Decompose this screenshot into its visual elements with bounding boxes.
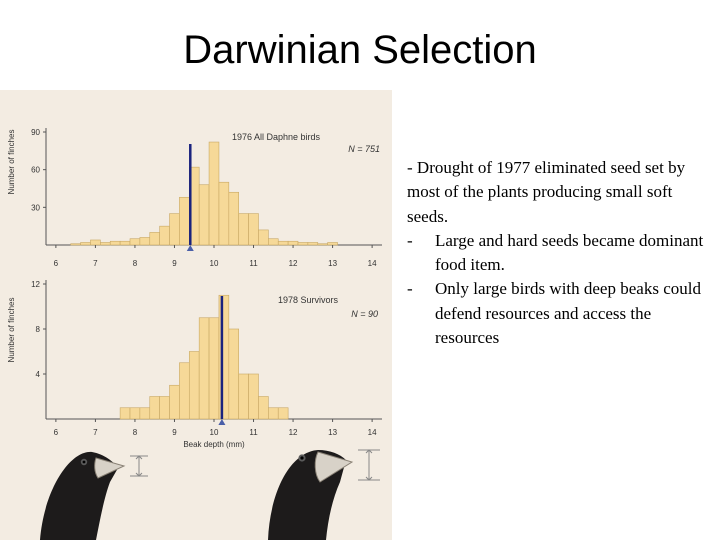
- y-tick-label: 4: [36, 370, 41, 379]
- x-tick-label: 6: [54, 428, 59, 437]
- histogram-bar: [307, 242, 319, 246]
- histogram-bar: [218, 294, 230, 420]
- histogram-bar: [297, 242, 309, 246]
- note-bullet-text: Only large birds with deep beaks could d…: [435, 279, 701, 348]
- finch-beak-figure: 1976 All Daphne birds N = 751 Number of …: [0, 90, 392, 540]
- histogram-bar: [228, 191, 240, 246]
- x-tick-label: 13: [328, 259, 337, 268]
- histogram-bar: [248, 373, 259, 420]
- x-tick-label: 11: [249, 428, 258, 437]
- histogram-bar: [159, 396, 170, 420]
- histogram-bar: [258, 396, 269, 420]
- finch-head-small-beak-icon: [40, 451, 126, 540]
- y-tick-label: 90: [31, 128, 40, 137]
- histogram-bar: [317, 243, 328, 246]
- x-tick-label: 14: [368, 259, 377, 268]
- histogram-bar: [129, 238, 141, 246]
- slide-title: Darwinian Selection: [183, 28, 537, 72]
- histogram-bar: [287, 240, 299, 246]
- note-intro: - Drought of 1977 eliminated seed set by…: [407, 158, 686, 226]
- histogram-bar: [258, 229, 269, 246]
- x-tick-label: 8: [133, 428, 138, 437]
- panel-1978-sample-size: N = 90: [351, 309, 378, 319]
- histogram-bar: [228, 328, 240, 420]
- histogram-bar: [159, 225, 170, 246]
- histogram-bar: [277, 407, 289, 420]
- histogram-bar: [70, 243, 81, 246]
- x-tick-label: 7: [93, 428, 98, 437]
- histogram-bar: [327, 242, 338, 246]
- histogram-bar: [268, 238, 279, 246]
- histogram-bar: [119, 240, 131, 246]
- x-tick-label: 9: [172, 259, 177, 268]
- note-bullet: - Only large birds with deep beaks could …: [407, 277, 707, 350]
- finch-head-large-beak-icon: [268, 450, 354, 540]
- histogram-bar: [268, 407, 279, 420]
- histogram-1976: 1976 All Daphne birds N = 751 Number of …: [7, 128, 382, 268]
- x-tick-label: 8: [133, 259, 138, 268]
- panel-1976-sample-size: N = 751: [348, 144, 380, 154]
- histogram-bar: [188, 351, 200, 420]
- y-tick-label: 60: [31, 166, 40, 175]
- note-bullet: - Large and hard seeds became dominant fo…: [407, 229, 707, 278]
- mean-marker-triangle-icon: [218, 419, 226, 425]
- histogram-bar: [208, 141, 220, 246]
- histogram-bar: [129, 407, 141, 420]
- x-tick-label: 10: [210, 428, 219, 437]
- histogram-bar: [248, 213, 259, 246]
- x-tick-label: 10: [210, 259, 219, 268]
- histogram-bar: [238, 373, 249, 420]
- histogram-bar: [169, 384, 180, 420]
- histogram-bar: [80, 242, 91, 246]
- x-axis-label: Beak depth (mm): [183, 440, 245, 449]
- y-tick-label: 30: [31, 203, 40, 212]
- histogram-1978: 1978 Survivors N = 90 Number of finches …: [7, 280, 382, 449]
- x-tick-label: 11: [249, 259, 258, 268]
- histogram-bar: [149, 232, 160, 246]
- histogram-bar: [119, 407, 131, 420]
- beak-depth-bracket-icon: [358, 449, 380, 481]
- panel-1976-y-axis-label: Number of finches: [7, 130, 16, 195]
- bullet-dash: -: [407, 230, 413, 250]
- histogram-bar: [198, 184, 210, 246]
- note-bullet-text: Large and hard seeds became dominant foo…: [435, 230, 704, 275]
- histogram-bar: [179, 196, 190, 246]
- histogram-bar: [139, 237, 151, 246]
- histogram-bar: [90, 239, 101, 246]
- histogram-bar: [208, 317, 220, 420]
- x-tick-label: 9: [172, 428, 177, 437]
- histogram-bar: [277, 240, 289, 246]
- histogram-bar: [198, 317, 210, 420]
- notes-text: - Drought of 1977 eliminated seed set by…: [407, 156, 707, 350]
- bullet-dash: -: [407, 279, 413, 299]
- note-bullet-list: - Large and hard seeds became dominant fo…: [407, 229, 707, 350]
- mean-marker-triangle-icon: [186, 245, 194, 251]
- histogram-bar: [139, 407, 151, 420]
- y-tick-label: 8: [36, 325, 41, 334]
- x-tick-label: 12: [289, 259, 298, 268]
- x-tick-label: 7: [93, 259, 98, 268]
- histogram-bar: [100, 242, 111, 246]
- panel-1976-title: 1976 All Daphne birds: [232, 132, 321, 142]
- beak-depth-bracket-icon: [130, 455, 148, 477]
- histogram-bar: [169, 213, 180, 246]
- panel-1978-title: 1978 Survivors: [278, 295, 339, 305]
- histogram-bar: [149, 396, 160, 420]
- histogram-bar: [238, 213, 249, 246]
- panel-1978-y-axis-label: Number of finches: [7, 298, 16, 363]
- y-tick-label: 12: [31, 280, 40, 289]
- histogram-bar: [179, 362, 190, 420]
- histogram-bar: [218, 181, 230, 246]
- x-tick-label: 14: [368, 428, 377, 437]
- histogram-bar: [109, 240, 121, 246]
- x-tick-label: 13: [328, 428, 337, 437]
- x-tick-label: 12: [289, 428, 298, 437]
- x-tick-label: 6: [54, 259, 59, 268]
- histogram-figure: 1976 All Daphne birds N = 751 Number of …: [7, 128, 382, 540]
